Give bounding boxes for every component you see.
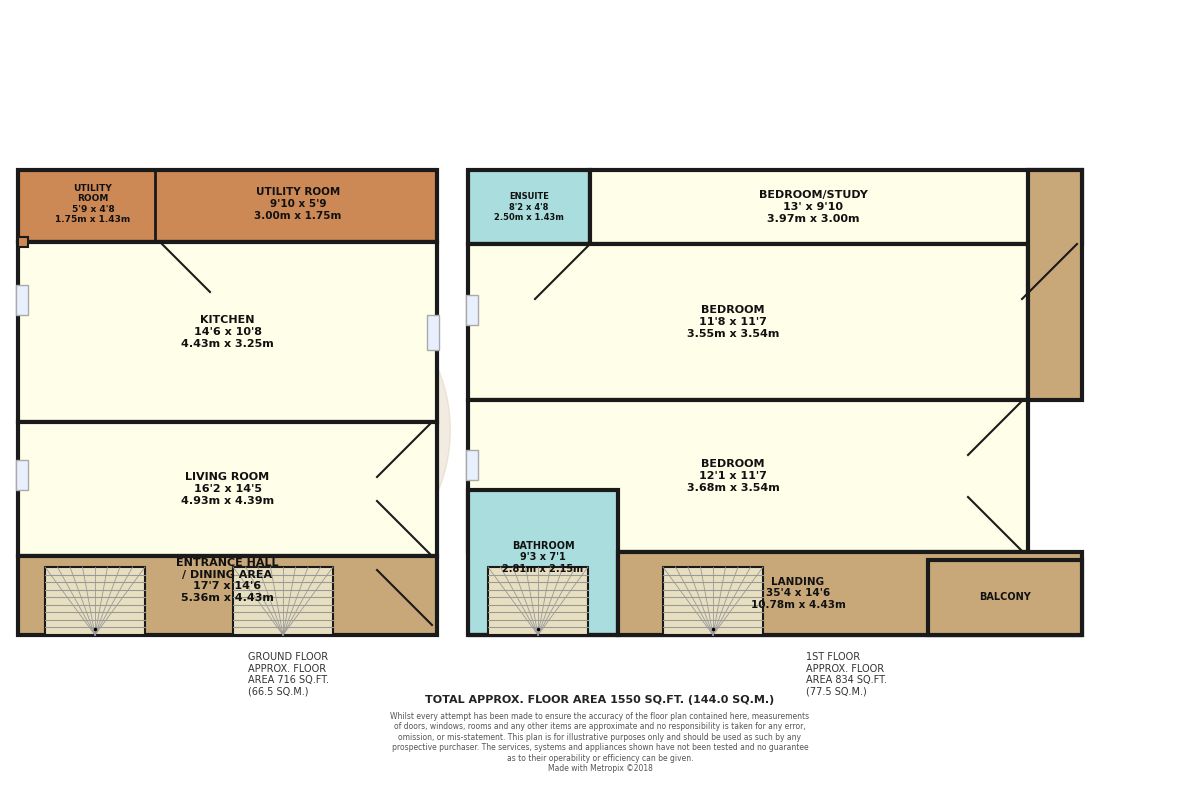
Text: UTILITY ROOM
9'10 x 5'9
3.00m x 1.75m: UTILITY ROOM 9'10 x 5'9 3.00m x 1.75m (254, 187, 342, 221)
Text: ENTRANCE HALL
/ DINING AREA
17'7 x 14'6
5.36m x 4.43m: ENTRANCE HALL / DINING AREA 17'7 x 14'6 … (176, 558, 278, 603)
Text: BATHROOM
9'3 x 7'1
2.81m x 2.15m: BATHROOM 9'3 x 7'1 2.81m x 2.15m (503, 541, 583, 574)
Text: ENSUITE
8'2 x 4'8
2.50m x 1.43m: ENSUITE 8'2 x 4'8 2.50m x 1.43m (494, 192, 564, 222)
Bar (18, 237, 28, 247)
Circle shape (704, 325, 944, 565)
Text: UTILITY
ROOM
5'9 x 4'8
1.75m x 1.43m: UTILITY ROOM 5'9 x 4'8 1.75m x 1.43m (55, 184, 131, 224)
Bar (468, 400, 1028, 552)
Bar (16, 285, 28, 315)
Text: GROUND FLOOR
APPROX. FLOOR
AREA 716 SQ.FT.
(66.5 SQ.M.): GROUND FLOOR APPROX. FLOOR AREA 716 SQ.F… (248, 652, 330, 697)
Text: BEDROOM/STUDY
13' x 9'10
3.97m x 3.00m: BEDROOM/STUDY 13' x 9'10 3.97m x 3.00m (758, 190, 868, 223)
Circle shape (640, 260, 1009, 630)
Bar (427, 315, 439, 350)
Bar (18, 422, 437, 556)
Text: LANDING
35'4 x 14'6
10.78m x 4.43m: LANDING 35'4 x 14'6 10.78m x 4.43m (750, 577, 846, 610)
Bar (468, 490, 618, 635)
Bar (928, 560, 1082, 635)
Bar (16, 460, 28, 490)
Bar (18, 242, 437, 422)
Bar (466, 450, 478, 480)
Bar (468, 244, 1028, 400)
Circle shape (175, 315, 406, 545)
Text: BALCONY: BALCONY (979, 593, 1031, 602)
Circle shape (624, 390, 864, 630)
Bar (466, 295, 478, 325)
Bar (233, 567, 334, 635)
Bar (1028, 170, 1082, 400)
Text: BEDROOM
12'1 x 11'7
3.68m x 3.54m: BEDROOM 12'1 x 11'7 3.68m x 3.54m (686, 459, 779, 493)
Bar (618, 552, 1082, 635)
Bar (488, 567, 588, 635)
Text: 1ST FLOOR
APPROX. FLOOR
AREA 834 SQ.FT.
(77.5 SQ.M.): 1ST FLOOR APPROX. FLOOR AREA 834 SQ.FT. … (805, 652, 887, 697)
Bar (46, 567, 145, 635)
Text: Whilst every attempt has been made to ensure the accuracy of the floor plan cont: Whilst every attempt has been made to en… (390, 712, 810, 773)
Text: KITCHEN
14'6 x 10'8
4.43m x 3.25m: KITCHEN 14'6 x 10'8 4.43m x 3.25m (181, 315, 274, 349)
Text: BEDROOM
11'8 x 11'7
3.55m x 3.54m: BEDROOM 11'8 x 11'7 3.55m x 3.54m (686, 306, 779, 338)
Text: LIVING ROOM
16'2 x 14'5
4.93m x 4.39m: LIVING ROOM 16'2 x 14'5 4.93m x 4.39m (181, 472, 274, 506)
Bar (468, 170, 590, 244)
Bar (18, 170, 437, 242)
Bar (18, 556, 437, 635)
Bar (590, 170, 1082, 244)
Bar (662, 567, 763, 635)
Text: TOTAL APPROX. FLOOR AREA 1550 SQ.FT. (144.0 SQ.M.): TOTAL APPROX. FLOOR AREA 1550 SQ.FT. (14… (425, 695, 775, 705)
Circle shape (131, 270, 450, 590)
